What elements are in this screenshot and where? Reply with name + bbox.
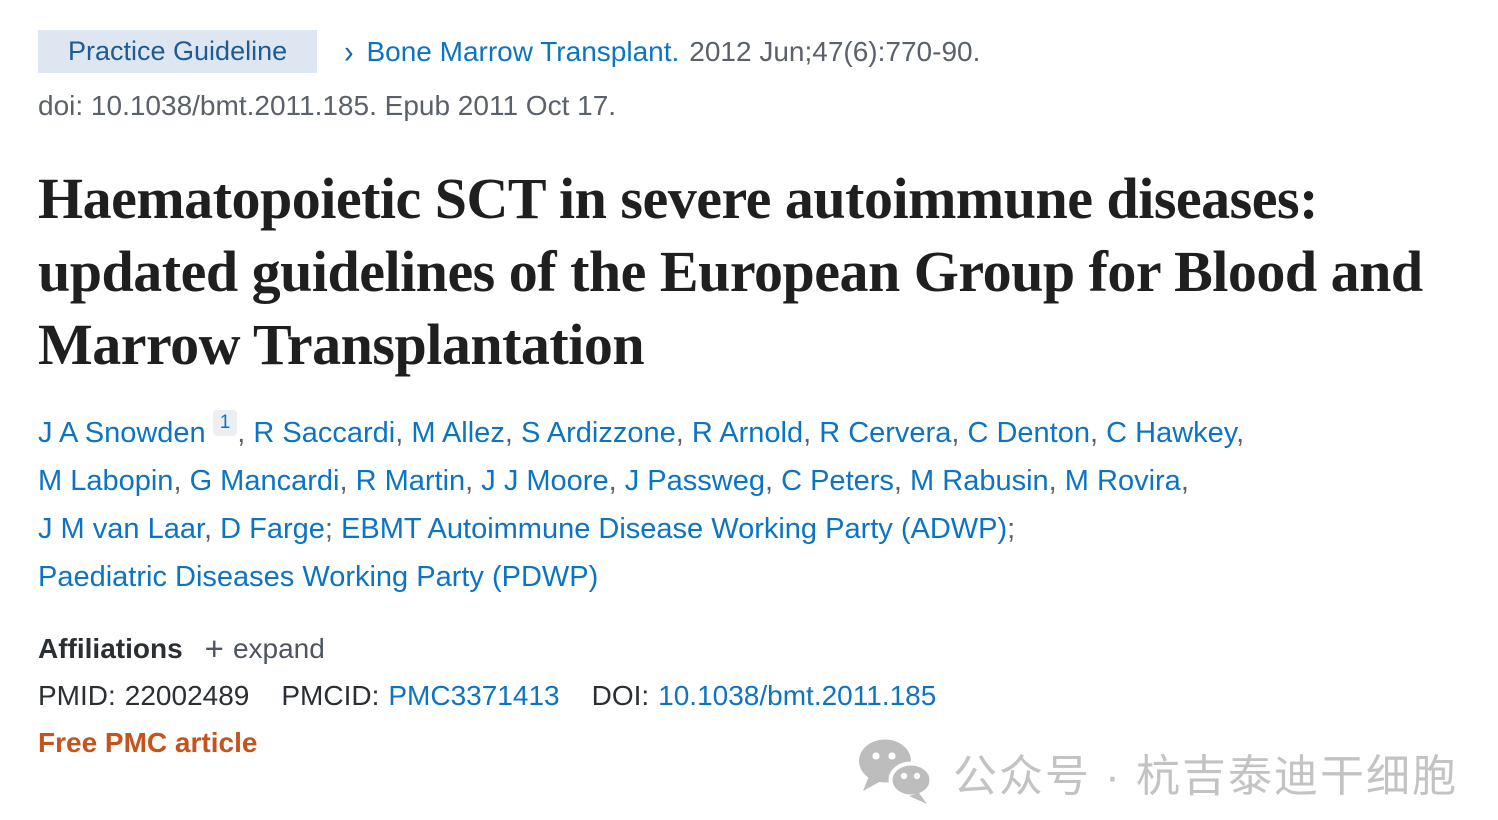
- identifiers-row: PMID: 22002489 PMCID: PMC3371413 DOI: 10…: [38, 680, 1460, 712]
- author-separator: ,: [1090, 417, 1099, 450]
- author-link[interactable]: J A Snowden: [38, 417, 206, 450]
- author-separator: ,: [173, 465, 182, 498]
- author-link[interactable]: S Ardizzone: [520, 417, 676, 450]
- author-link[interactable]: R Saccardi: [253, 417, 396, 450]
- author-link[interactable]: G Mancardi: [189, 465, 340, 498]
- watermark-text: 公众号 · 杭吉泰迪干细胞: [952, 752, 1458, 801]
- author-separator: ,: [951, 417, 960, 450]
- author-link[interactable]: J M van Laar: [38, 513, 205, 546]
- author-separator: ,: [1048, 465, 1057, 498]
- author-separator: ,: [893, 465, 902, 498]
- author-link[interactable]: C Hawkey: [1106, 417, 1237, 450]
- chevron-right-icon: ›: [344, 33, 354, 69]
- author-separator: ,: [608, 465, 617, 498]
- pmid-item: PMID: 22002489: [38, 680, 249, 712]
- author-separator: ,: [465, 465, 474, 498]
- author-separator: ,: [803, 417, 812, 450]
- author-link[interactable]: M Allez: [411, 417, 505, 450]
- doi-epub-line: doi: 10.1038/bmt.2011.185. Epub 2011 Oct…: [38, 90, 617, 121]
- affiliations-row: Affiliations + expand: [38, 630, 1460, 668]
- expand-label: expand: [232, 633, 325, 665]
- publication-type-badge: Practice Guideline: [38, 30, 318, 73]
- doi-item: DOI: 10.1038/bmt.2011.185: [592, 680, 937, 712]
- doi-label: DOI:: [591, 680, 650, 712]
- citation-text: 2012 Jun;47(6):770-90.: [689, 35, 981, 67]
- article-title: Haematopoietic SCT in severe autoimmune …: [38, 166, 1423, 378]
- author-link[interactable]: EBMT Autoimmune Disease Working Party (A…: [341, 513, 1008, 546]
- author-link[interactable]: C Denton: [967, 417, 1090, 450]
- doi-link[interactable]: 10.1038/bmt.2011.185: [658, 680, 937, 712]
- breadcrumb: Practice Guideline › Bone Marrow Transpl…: [38, 30, 1460, 73]
- author-link[interactable]: J J Moore: [481, 465, 609, 498]
- author-link[interactable]: M Rabusin: [910, 465, 1049, 498]
- author-list: J A Snowden 1, R Saccardi, M Allez, S Ard…: [38, 409, 1438, 601]
- author-link[interactable]: Paediatric Diseases Working Party (PDWP): [38, 561, 599, 594]
- free-pmc-article-label: Free PMC article: [38, 727, 258, 759]
- author-separator: ,: [237, 417, 246, 450]
- expand-affiliations-button[interactable]: + expand: [204, 630, 325, 668]
- author-separator: ,: [395, 417, 404, 450]
- author-link[interactable]: R Arnold: [691, 417, 804, 450]
- author-link[interactable]: R Martin: [355, 465, 466, 498]
- author-separator: ;: [324, 513, 333, 546]
- author-separator: ,: [1180, 465, 1189, 498]
- author-separator: ,: [339, 465, 348, 498]
- pmcid-label: PMCID:: [281, 680, 380, 712]
- author-link[interactable]: C Peters: [781, 465, 894, 498]
- pmcid-link[interactable]: PMC3371413: [388, 680, 560, 712]
- author-separator: ,: [675, 417, 684, 450]
- journal-crumb: › Bone Marrow Transplant. 2012 Jun;47(6)…: [344, 33, 981, 69]
- author-link[interactable]: R Cervera: [819, 417, 952, 450]
- author-link[interactable]: M Labopin: [38, 465, 174, 498]
- pmid-label: PMID:: [38, 680, 116, 712]
- pmcid-item: PMCID: PMC3371413: [281, 680, 559, 712]
- author-separator: ,: [764, 465, 774, 498]
- affiliations-label: Affiliations: [38, 633, 183, 665]
- author-separator: ,: [1236, 417, 1245, 450]
- journal-link[interactable]: Bone Marrow Transplant.: [366, 35, 680, 67]
- author-separator: ;: [1007, 513, 1016, 546]
- pmid-value: 22002489: [124, 680, 250, 712]
- watermark: 公众号 · 杭吉泰迪干细胞: [857, 738, 1458, 806]
- wechat-icon: [858, 739, 934, 804]
- author-link[interactable]: M Rovira: [1064, 465, 1181, 498]
- author-separator: ,: [504, 417, 513, 450]
- author-separator: ,: [204, 513, 213, 546]
- affiliation-superscript[interactable]: 1: [212, 410, 238, 437]
- plus-icon: +: [204, 630, 224, 668]
- author-link[interactable]: J Passweg: [624, 465, 765, 498]
- author-link[interactable]: D Farge: [220, 513, 325, 546]
